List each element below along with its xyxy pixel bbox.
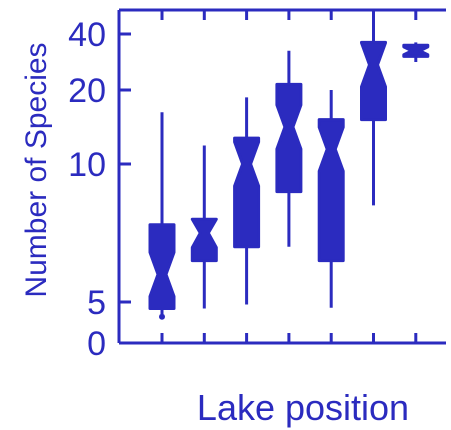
box-3: [233, 97, 261, 305]
y-axis-label: Number of Species: [20, 42, 53, 297]
plot-frame: [117, 8, 446, 345]
box-4: [275, 50, 303, 247]
box-body: [148, 223, 176, 311]
box-body: [317, 118, 345, 263]
box-2: [190, 145, 218, 309]
box-body: [190, 217, 218, 263]
outlier-point: [159, 313, 165, 320]
y-tick-label: 5: [87, 284, 106, 322]
box-6: [360, 19, 387, 206]
box-body: [402, 43, 430, 58]
box-body: [233, 136, 261, 249]
y-tick-label: 40: [68, 16, 106, 54]
x-axis-ticks: [160, 10, 418, 343]
box-1: [148, 112, 176, 320]
y-tick-label: 20: [68, 72, 106, 110]
y-axis-ticks: [119, 32, 131, 345]
y-tick-label: 10: [68, 146, 106, 184]
box-5: [317, 90, 345, 308]
y-axis-tick-labels: 05 10 20 40: [68, 16, 106, 363]
box-body: [360, 40, 387, 122]
box-body: [275, 82, 303, 194]
box-series: [148, 19, 430, 320]
x-axis-label: Lake position: [197, 387, 409, 428]
y-tick-label: 0: [87, 325, 106, 363]
box-7: [402, 42, 430, 62]
